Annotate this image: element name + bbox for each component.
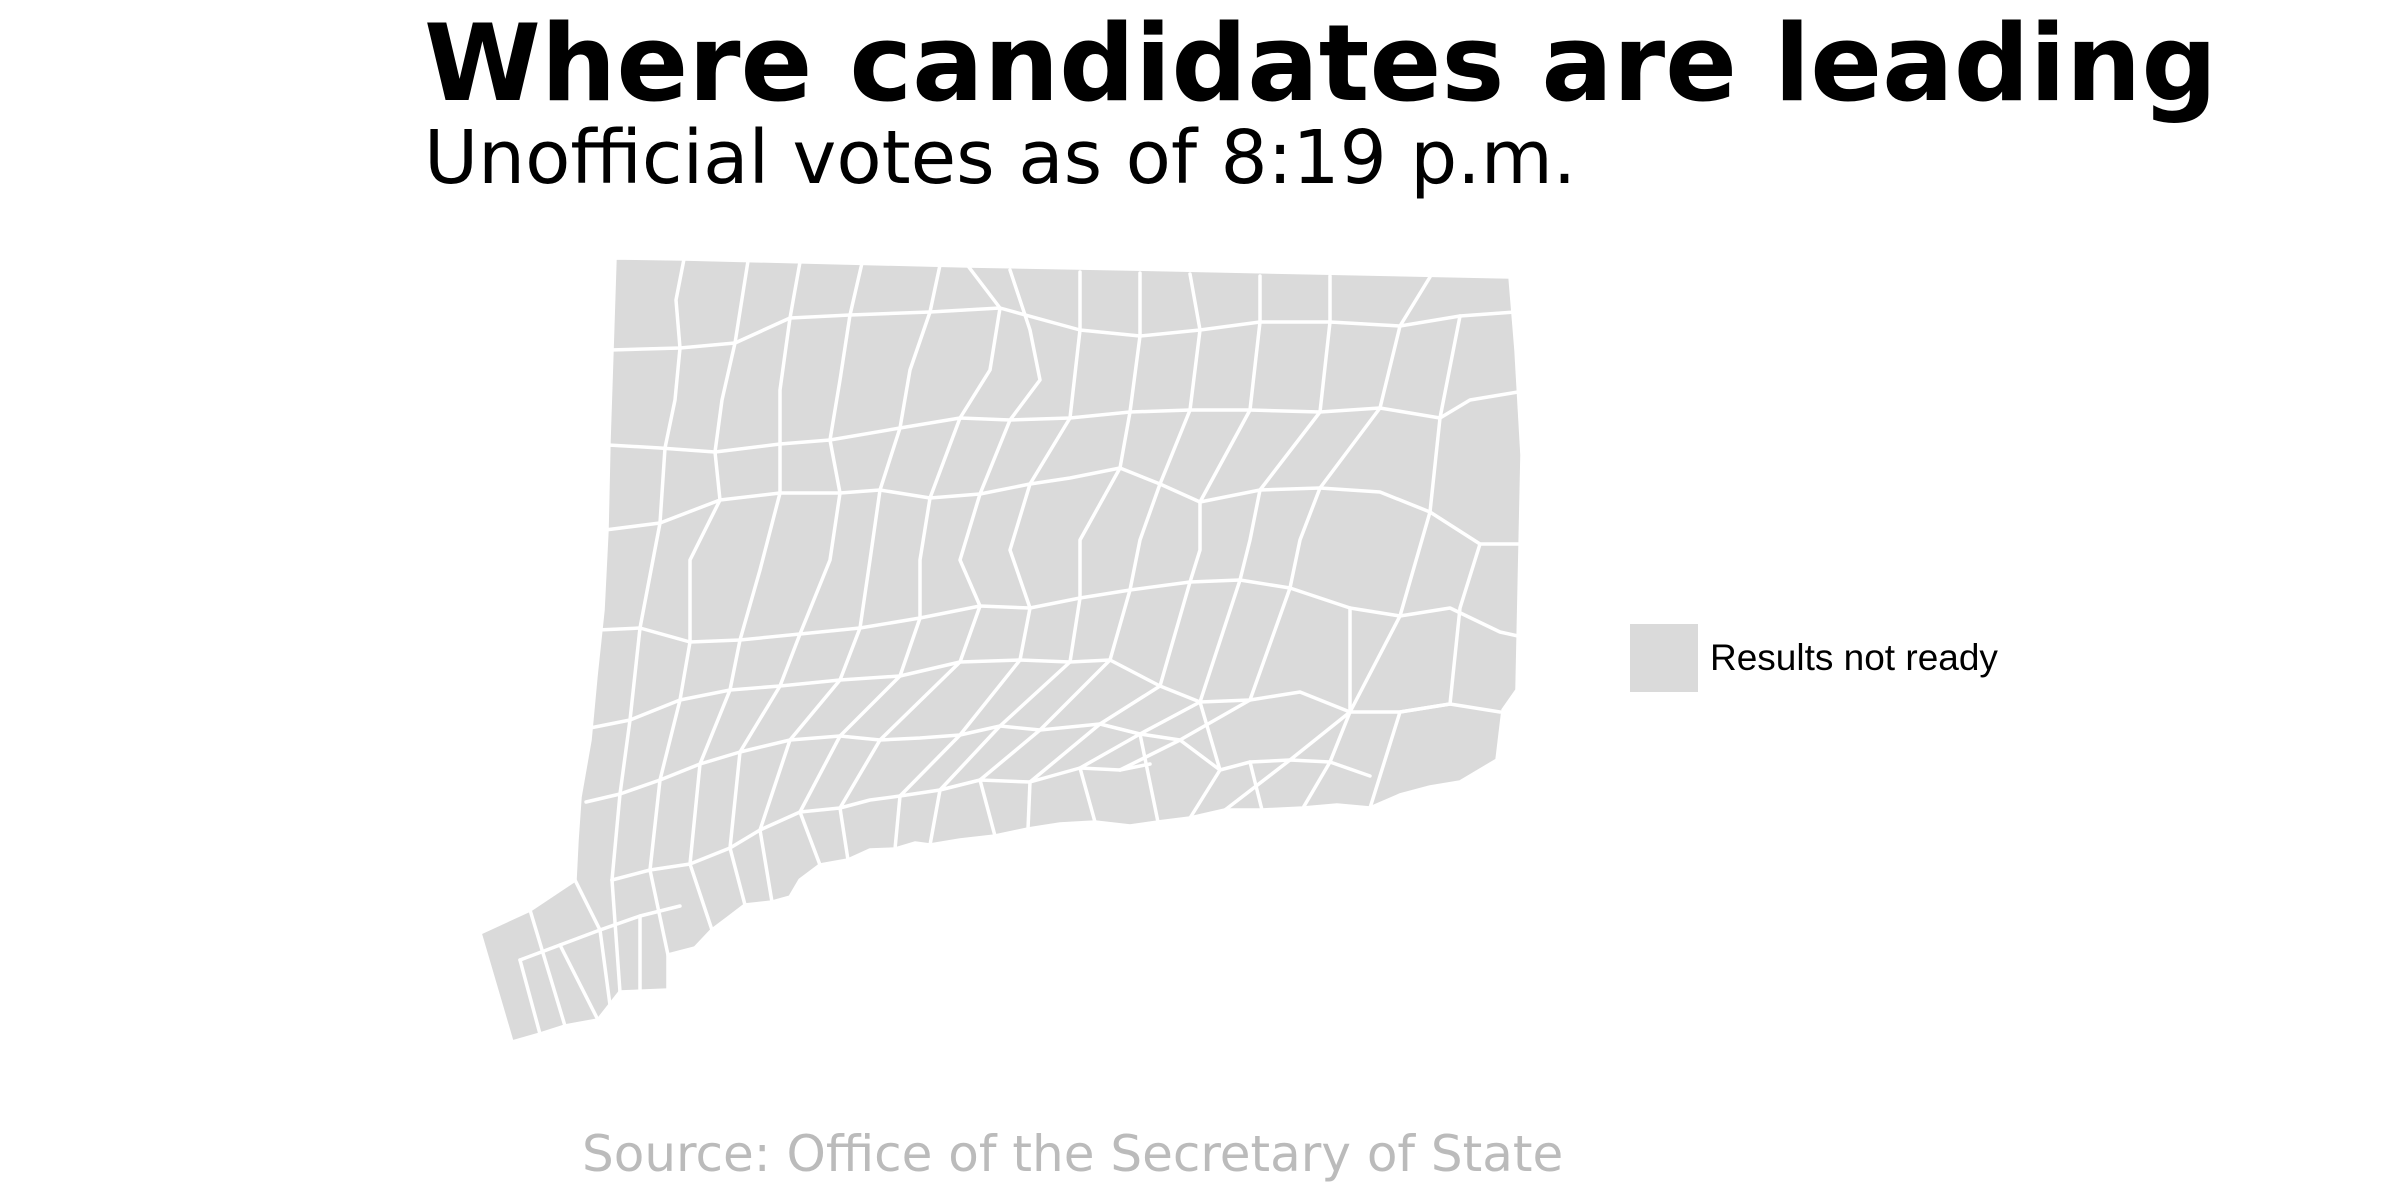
map-subtitle: Unofficial votes as of 8:19 p.m. [424,115,1577,201]
town-borders [518,257,1520,1036]
map-title: Where candidates are leading [424,2,2218,125]
legend-swatch-results-not-ready [1630,624,1698,692]
source-note: Source: Office of the Secretary of State [582,1125,1564,1183]
legend-label: Results not ready [1710,637,1998,678]
legend: Results not ready [1630,624,1998,692]
